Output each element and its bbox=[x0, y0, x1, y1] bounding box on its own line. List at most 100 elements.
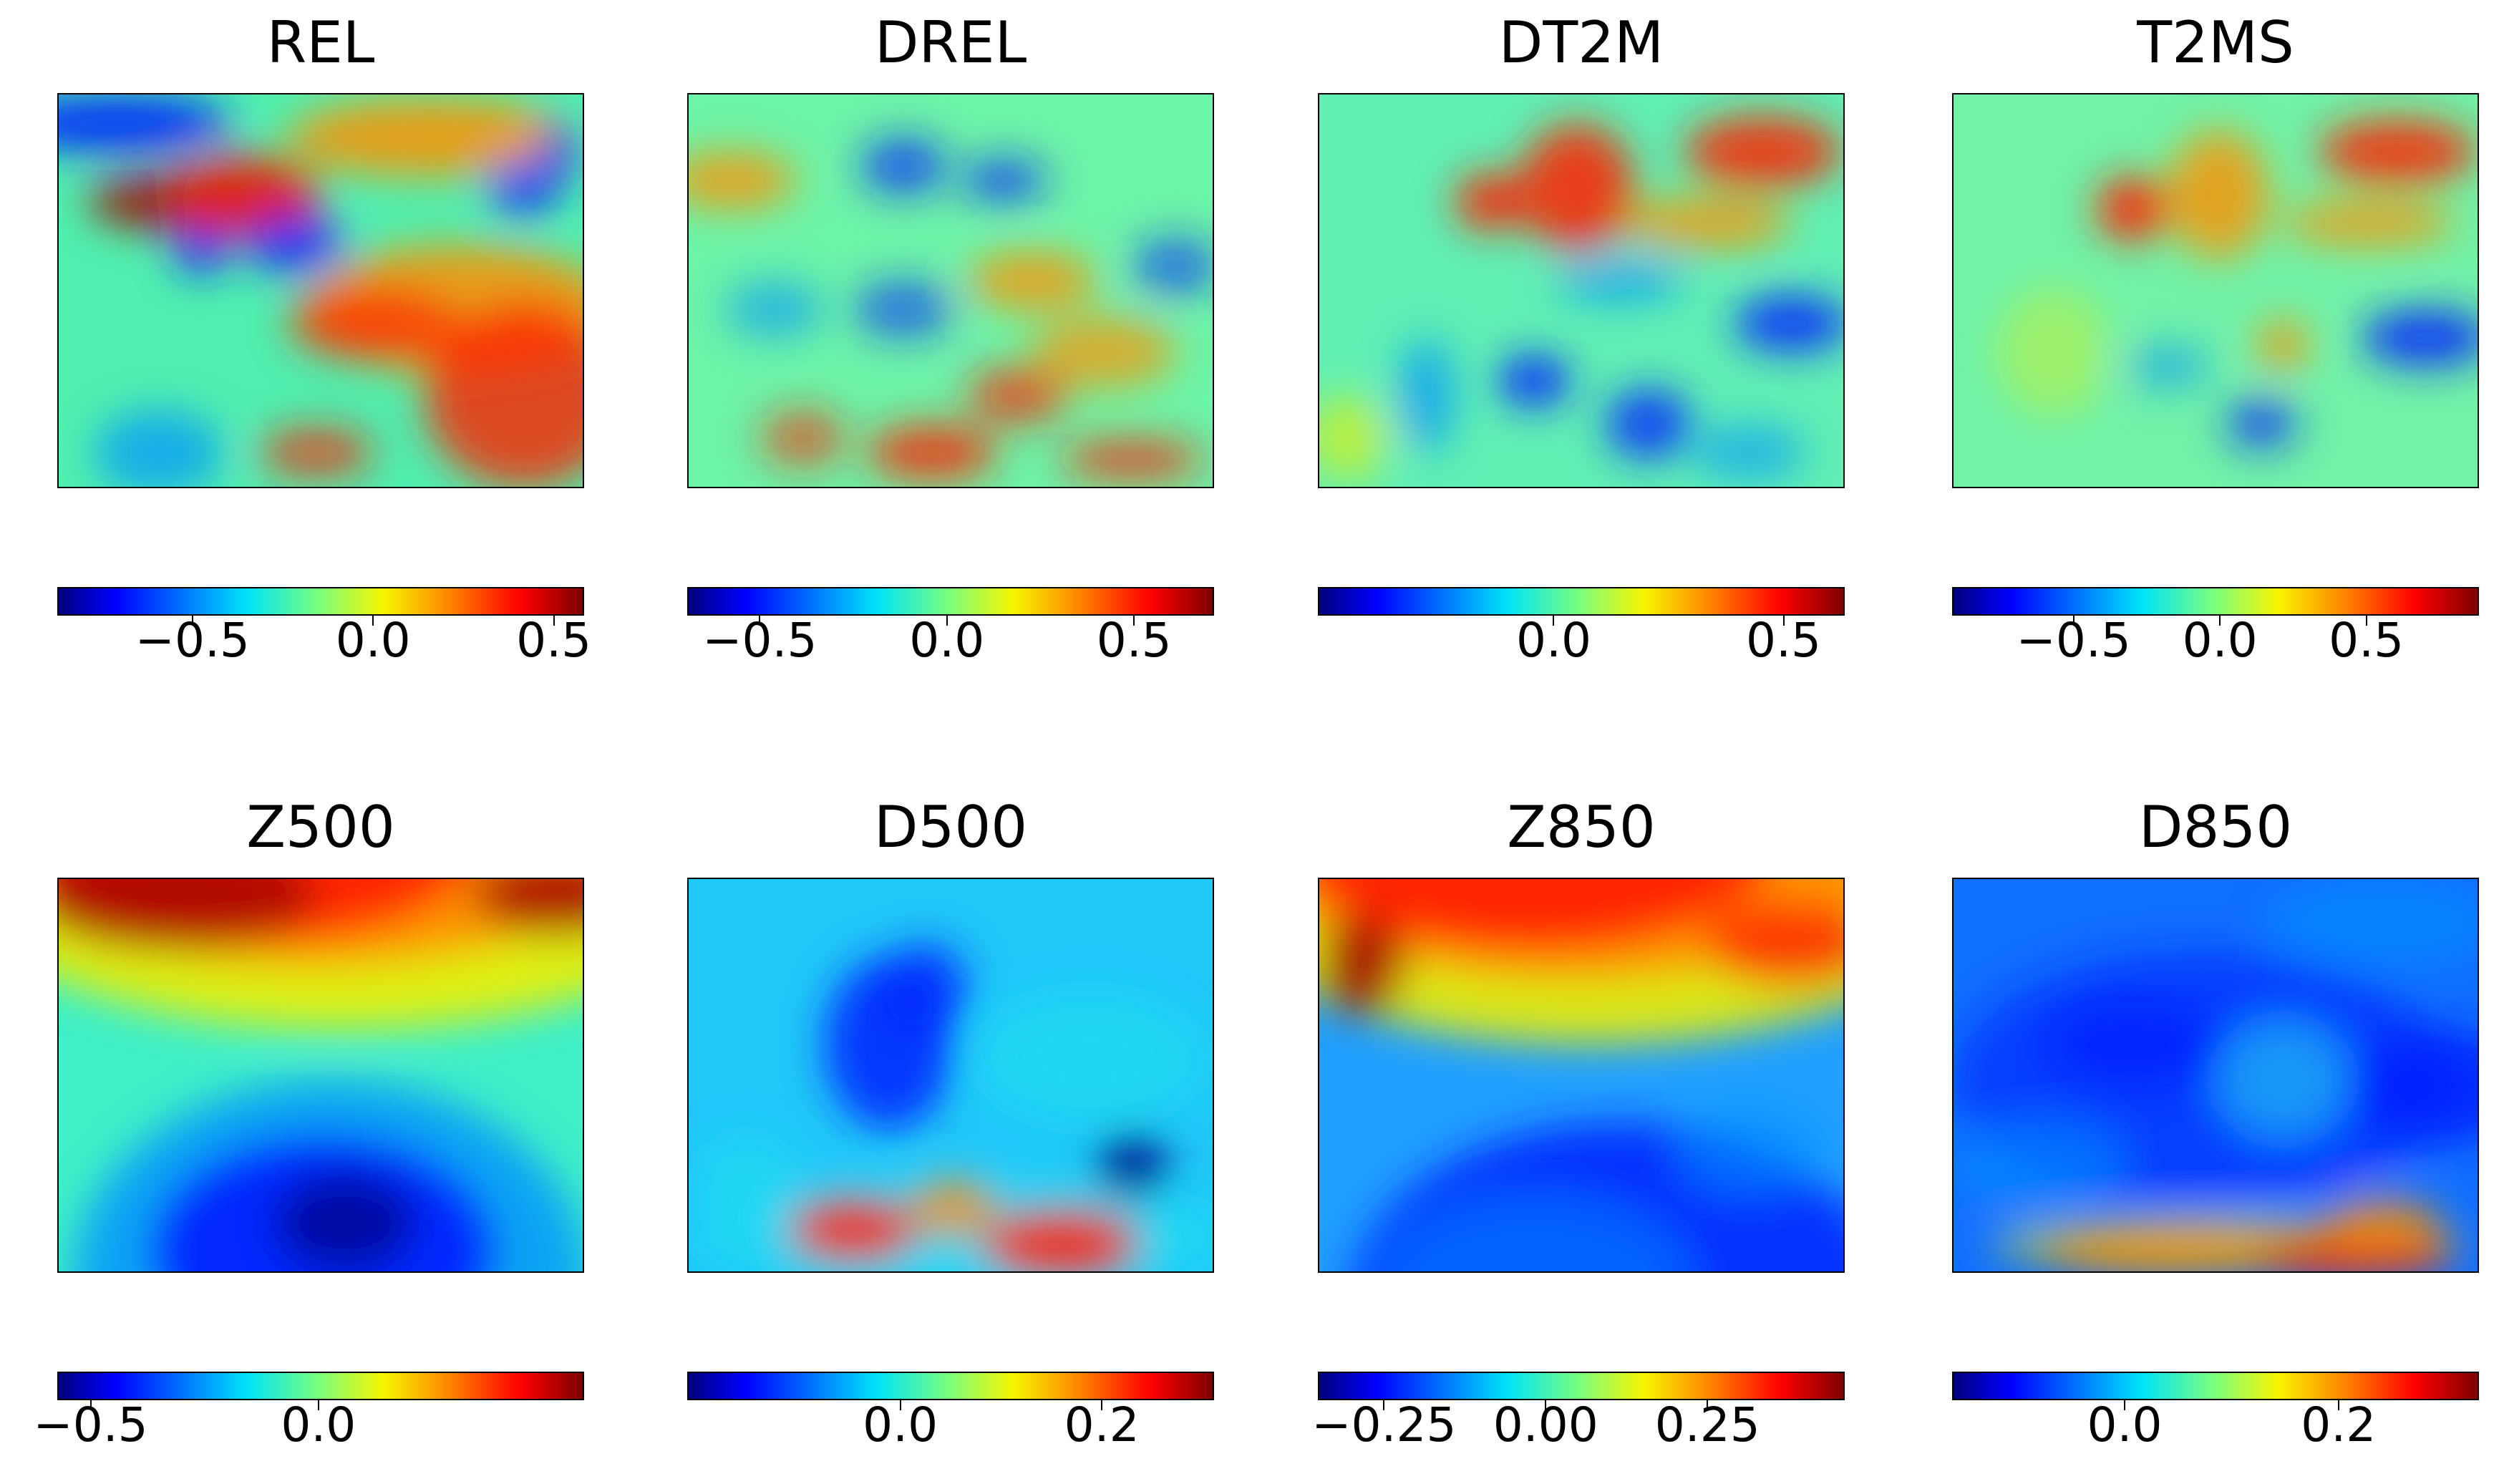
heatmap-blob bbox=[173, 231, 231, 273]
colorbar-tick bbox=[2337, 1400, 2339, 1410]
colorbar-tick bbox=[1133, 616, 1135, 626]
colorbar-tick bbox=[191, 616, 193, 626]
heatmap-rel bbox=[57, 93, 584, 488]
heatmap-blob bbox=[968, 367, 1068, 424]
colorbar-tick bbox=[1383, 1400, 1385, 1410]
heatmap-blob bbox=[2268, 879, 2478, 965]
colorbar-tick-label: 0.0 bbox=[909, 613, 985, 668]
heatmap-blob bbox=[868, 424, 996, 481]
colorbar-tick-label: 0.5 bbox=[516, 613, 592, 668]
heatmap-blob bbox=[2047, 1001, 2218, 1087]
colorbar-tick-label: −0.5 bbox=[33, 1397, 148, 1453]
colorbar-d500 bbox=[687, 1372, 1214, 1400]
colorbar-tick-label: 0.0 bbox=[863, 1397, 938, 1453]
colorbar-tick bbox=[1553, 616, 1555, 626]
colorbar-tick bbox=[89, 1400, 92, 1410]
colorbar-tick bbox=[2365, 616, 2367, 626]
heatmap-z500 bbox=[57, 878, 584, 1273]
colorbar-tick bbox=[1545, 1400, 1547, 1410]
heatmap-blob bbox=[724, 281, 825, 338]
heatmap-blob bbox=[2226, 399, 2297, 449]
panel-title: REL bbox=[266, 9, 375, 76]
heatmap-blob bbox=[259, 427, 374, 477]
colorbar-tick bbox=[2219, 616, 2221, 626]
panel-title: DT2M bbox=[1498, 9, 1664, 76]
heatmap-blob bbox=[1734, 295, 1843, 352]
colorbar-tick-label: 0.0 bbox=[2182, 613, 2258, 668]
heatmap-blob bbox=[760, 409, 846, 467]
colorbar-tick-label: 0.5 bbox=[2329, 613, 2405, 668]
heatmap-blob bbox=[1620, 198, 1792, 248]
heatmap-blob bbox=[94, 409, 223, 487]
heatmap-blob bbox=[1677, 1108, 1820, 1194]
colorbar-tick-label: 0.2 bbox=[1064, 1397, 1140, 1453]
heatmap-blob bbox=[2258, 320, 2308, 370]
heatmap-blob bbox=[853, 281, 953, 338]
colorbar-tick bbox=[553, 616, 555, 626]
heatmap-blob bbox=[1996, 288, 2111, 417]
panel-title: T2MS bbox=[2137, 9, 2294, 76]
colorbar-tick bbox=[1707, 1400, 1709, 1410]
colorbar-tick-label: −0.25 bbox=[1311, 1397, 1457, 1453]
heatmap-blob bbox=[2168, 130, 2268, 259]
heatmap-blob bbox=[1061, 438, 1204, 481]
colorbar-tick bbox=[372, 616, 374, 626]
colorbar-tick-label: −0.5 bbox=[135, 613, 250, 668]
heatmap-blob bbox=[2354, 1029, 2478, 1144]
heatmap-blob bbox=[1684, 116, 1842, 188]
heatmap-blob bbox=[273, 1173, 417, 1271]
heatmap-blob bbox=[488, 159, 560, 216]
heatmap-blob bbox=[1319, 395, 1391, 481]
colorbar-tick bbox=[899, 1400, 901, 1410]
colorbar-tick-label: −0.5 bbox=[702, 613, 817, 668]
heatmap-field bbox=[689, 879, 1213, 1271]
colorbar-rel bbox=[57, 587, 584, 616]
heatmap-blob bbox=[1498, 356, 1570, 406]
colorbar-tick bbox=[946, 616, 948, 626]
heatmap-blob bbox=[2319, 120, 2476, 184]
heatmap-blob bbox=[1954, 1122, 2125, 1208]
heatmap-blob bbox=[1398, 338, 1455, 452]
heatmap-blob bbox=[860, 137, 946, 195]
panel-title: Z850 bbox=[1507, 794, 1656, 860]
heatmap-blob bbox=[166, 152, 324, 238]
heatmap-blob bbox=[1520, 123, 1634, 252]
colorbar-z850 bbox=[1318, 1372, 1845, 1400]
heatmap-blob bbox=[474, 879, 583, 936]
heatmap-field bbox=[1319, 94, 1843, 487]
heatmap-field bbox=[689, 94, 1213, 487]
colorbar-tick-label: 0.25 bbox=[1654, 1397, 1760, 1453]
colorbar-tick-label: 0.5 bbox=[1746, 613, 1821, 668]
colorbar-drel bbox=[687, 587, 1214, 616]
colorbar-z500 bbox=[57, 1372, 584, 1400]
colorbar-tick-label: 0.5 bbox=[1096, 613, 1172, 668]
heatmap-blob bbox=[542, 123, 578, 180]
heatmap-blob bbox=[1377, 1194, 1691, 1271]
heatmap-blob bbox=[982, 1208, 1140, 1271]
heatmap-field bbox=[59, 94, 583, 487]
heatmap-field bbox=[1954, 94, 2478, 487]
heatmap-field bbox=[1319, 879, 1843, 1271]
heatmap-z850 bbox=[1318, 878, 1845, 1273]
heatmap-field bbox=[1954, 879, 2478, 1271]
heatmap-blob bbox=[2218, 1022, 2347, 1137]
panel-title: D500 bbox=[873, 794, 1028, 860]
colorbar-tick-label: 0.0 bbox=[281, 1397, 356, 1453]
colorbar-tick-label: 0.0 bbox=[1515, 613, 1591, 668]
heatmap-blob bbox=[2125, 345, 2211, 388]
heatmap-blob bbox=[2326, 1194, 2440, 1251]
heatmap-blob bbox=[1032, 316, 1175, 388]
colorbar-tick bbox=[2124, 1400, 2126, 1410]
heatmap-blob bbox=[882, 944, 968, 1029]
heatmap-blob bbox=[2362, 309, 2478, 367]
heatmap-blob bbox=[1606, 388, 1692, 460]
panel-title: D850 bbox=[2138, 794, 2293, 860]
heatmap-blob bbox=[1692, 424, 1806, 481]
colorbar-tick-label: 0.2 bbox=[2301, 1397, 2377, 1453]
heatmap-blob bbox=[968, 252, 1097, 309]
heatmap-blob bbox=[689, 152, 796, 209]
heatmap-blob bbox=[2039, 1226, 2297, 1271]
colorbar-tick bbox=[759, 616, 761, 626]
colorbar-tick-label: −0.5 bbox=[2016, 613, 2131, 668]
colorbar-tick bbox=[317, 1400, 319, 1410]
